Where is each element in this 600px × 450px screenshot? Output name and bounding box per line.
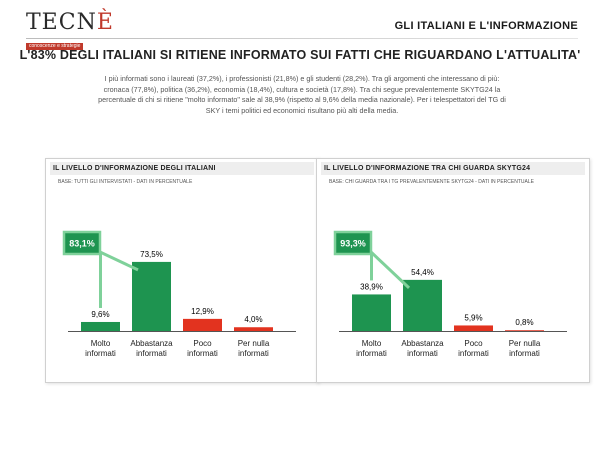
data-label: 0,8% — [515, 318, 533, 327]
callout-connector — [369, 250, 411, 289]
logo-wordmark: TECNÈ — [26, 10, 114, 35]
category-label: informati — [187, 349, 218, 358]
bar — [183, 318, 222, 331]
section-title: GLI ITALIANI E L'INFORMAZIONE — [394, 20, 578, 32]
chart-panel-skytg24: IL LIVELLO D'INFORMAZIONE TRA CHI GUARDA… — [316, 158, 590, 383]
chart-subtitle: BASE: CHI GUARDA TRA I TG PREVALENTEMENT… — [329, 179, 534, 185]
data-label: 73,5% — [140, 250, 163, 259]
bar — [234, 327, 273, 331]
callout-box — [333, 230, 373, 256]
chart-svg: 54,4%5,9%0,8%93,3%38,9%MoltoinformatiAbb… — [333, 230, 567, 358]
callout-box — [62, 230, 102, 256]
category-label: Molto — [91, 339, 111, 348]
category-label: Abbastanza — [130, 339, 173, 348]
category-label: Abbastanza — [401, 339, 444, 348]
category-label: informati — [85, 349, 116, 358]
intro-paragraph: I più informati sono i laureati (37,2%),… — [98, 74, 506, 115]
chart-title: IL LIVELLO D'INFORMAZIONE TRA CHI GUARDA… — [321, 162, 585, 175]
category-label: informati — [356, 349, 387, 358]
category-label: informati — [509, 349, 540, 358]
bar — [403, 279, 442, 331]
category-label: Molto — [362, 339, 382, 348]
data-label: 4,0% — [244, 315, 262, 324]
category-label: informati — [238, 349, 269, 358]
data-label: 12,9% — [191, 307, 214, 316]
header-divider — [26, 38, 578, 39]
bar-chart-italiani: 73,5% 12,9% 4,0% 83,1% 9,6% Molto informati Abb… — [46, 199, 318, 382]
bar — [454, 325, 493, 331]
data-label: 9,6% — [91, 310, 109, 319]
callout-label: 83,1% — [69, 239, 95, 249]
chart-svg: 73,5%12,9%4,0%83,1%9,6%MoltoinformatiAbb… — [62, 230, 296, 358]
bar — [505, 330, 544, 331]
category-label: Poco — [193, 339, 212, 348]
category-label: informati — [458, 349, 489, 358]
chart-title: IL LIVELLO D'INFORMAZIONE DEGLI ITALIANI — [50, 162, 314, 175]
category-label: Per nulla — [238, 339, 270, 348]
category-label: Per nulla — [509, 339, 541, 348]
brand-logo: TECNÈ conoscenze e strategie — [26, 12, 114, 52]
callout-connector — [99, 250, 139, 272]
category-label: Poco — [464, 339, 483, 348]
bar-chart-skytg24: 54,4% 5,9% 0,8% 93,3% 38,9% Molto informati Abb… — [317, 199, 589, 382]
chart-subtitle: BASE: TUTTI GLI INTERVISTATI - DATI IN P… — [58, 179, 193, 185]
logo-tagline: conoscenze e strategie — [26, 43, 84, 50]
bar — [81, 321, 120, 331]
category-label: informati — [407, 349, 438, 358]
data-label: 38,9% — [360, 282, 383, 291]
data-label: 5,9% — [464, 313, 482, 322]
bar — [132, 261, 171, 331]
callout-label: 93,3% — [340, 239, 366, 249]
category-label: informati — [136, 349, 167, 358]
bar — [352, 294, 391, 331]
page-title: L'83% DEGLI ITALIANI SI RITIENE INFORMAT… — [19, 48, 581, 62]
data-label: 54,4% — [411, 268, 434, 277]
chart-panel-italiani: IL LIVELLO D'INFORMAZIONE DEGLI ITALIANI… — [45, 158, 319, 383]
